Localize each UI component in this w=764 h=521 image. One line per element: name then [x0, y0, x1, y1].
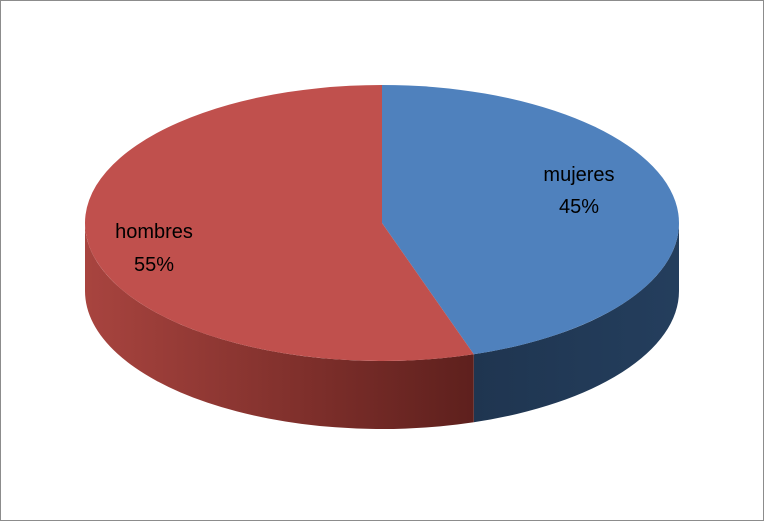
- pie-slice-side-mujeres: [473, 223, 679, 423]
- pie-slice-side-hombres: [85, 223, 474, 429]
- slice-value-hombres: 55%: [134, 254, 174, 276]
- pie-slice-top-hombres: [84, 85, 474, 362]
- slice-label-hombres: hombres: [115, 221, 193, 243]
- pie-slices-group: [84, 85, 679, 429]
- slice-value-mujeres: 45%: [559, 196, 599, 218]
- slice-label-mujeres: mujeres: [543, 164, 614, 186]
- pie-slice-top-mujeres: [382, 85, 679, 355]
